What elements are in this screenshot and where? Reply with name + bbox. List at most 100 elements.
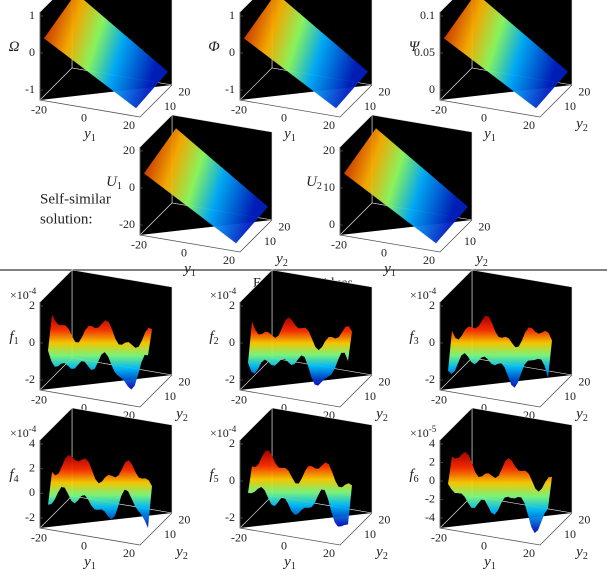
x-tick-label: 20 [523, 546, 535, 560]
z-label-sub: 2 [214, 336, 219, 347]
exponent-sup: -4 [29, 286, 37, 296]
z-label-base: Φ [208, 39, 220, 55]
y-label-sub: 2 [583, 551, 588, 562]
x-tick-label: -20 [331, 238, 347, 252]
z-tick-label: 1 [229, 8, 235, 22]
x-label-sub: 1 [391, 268, 396, 279]
y-tick-label: 20 [578, 512, 590, 526]
x-tick-label: -20 [131, 238, 147, 252]
y-tick-label: 10 [164, 389, 176, 403]
y-tick-label: 20 [178, 374, 190, 388]
x-label-sub: 1 [91, 561, 96, 572]
z-tick-label: 0 [429, 473, 435, 487]
y-label-sub: 2 [283, 258, 288, 269]
y-label: y2 [474, 251, 488, 269]
z-label: U1 [106, 174, 122, 192]
y-label-sub: 2 [583, 123, 588, 134]
z-tick-label: 4 [29, 436, 35, 450]
x-tick-label: 0 [281, 538, 287, 552]
z-label-base: Ψ [409, 39, 421, 55]
x-label: y1 [482, 126, 496, 144]
y-tick-label: 10 [364, 527, 376, 541]
y-tick-label: 10 [564, 527, 576, 541]
y-label-base: y [174, 406, 183, 422]
z-label: f3 [409, 329, 418, 347]
z-tick-label: 0 [229, 335, 235, 349]
y-tick-label: 20 [478, 219, 490, 233]
x-label: y1 [182, 261, 196, 279]
surface [448, 451, 552, 534]
z-tick-label: -1 [25, 82, 35, 96]
y-label-sub: 2 [183, 551, 188, 562]
y-label-base: y [574, 116, 583, 132]
exponent-sup: -5 [429, 424, 437, 434]
z-tick-label: 20 [123, 143, 135, 157]
z-label-sub: 1 [117, 181, 122, 192]
y-tick-label: 20 [378, 84, 390, 98]
y-label-base: y [174, 544, 183, 560]
x-tick-label: -20 [231, 393, 247, 407]
x-tick-label: -20 [231, 103, 247, 117]
y-label: y2 [574, 544, 588, 562]
x-label-base: y [182, 261, 191, 277]
y-label-sub: 2 [183, 413, 188, 424]
z-label-base: f [409, 329, 415, 345]
x-tick-label: -20 [431, 531, 447, 545]
z-label: f5 [209, 467, 218, 485]
z-tick-label: 0 [29, 485, 35, 499]
y-label-base: y [274, 251, 283, 267]
exponent-base: ×10 [210, 288, 229, 302]
x-tick-label: 0 [181, 245, 187, 259]
exponent-sup: -4 [29, 424, 37, 434]
z-label: Φ [208, 39, 220, 55]
x-tick-label: 0 [481, 110, 487, 124]
y-tick-label: 20 [278, 219, 290, 233]
axis-box [439, 12, 573, 118]
y-label: y2 [374, 406, 388, 424]
y-tick-label: 20 [178, 84, 190, 98]
y-label: y2 [574, 116, 588, 134]
z-tick-label: 0 [329, 217, 335, 231]
z-label: Ψ [409, 39, 421, 55]
x-label-base: y [82, 554, 91, 570]
z-tick-label: 0 [229, 473, 235, 487]
z-label-base: f [209, 329, 215, 345]
z-label-sub: 6 [414, 474, 419, 485]
y-tick-label: 20 [378, 512, 390, 526]
y-label-sub: 2 [383, 551, 388, 562]
panel: 20-2-200201020y1y2f1×10-4 [9, 269, 190, 434]
x-label-sub: 1 [291, 561, 296, 572]
exponent: ×10-4 [210, 286, 237, 302]
z-tick-label: 0.1 [420, 8, 435, 22]
z-tick-label: 0 [429, 82, 435, 96]
z-tick-label: -4 [425, 510, 435, 524]
z-label-base: f [209, 467, 215, 483]
y-label-base: y [374, 544, 383, 560]
x-tick-label: -20 [231, 531, 247, 545]
x-label: y1 [382, 261, 396, 279]
z-tick-label: -20 [119, 217, 135, 231]
surface [248, 317, 352, 386]
panel: 20-2-200201020y1y2f2×10-4 [209, 269, 390, 434]
surface [244, 0, 368, 109]
surface [144, 128, 268, 244]
z-label-base: Ω [9, 39, 20, 55]
axis-box [139, 147, 273, 253]
exponent-base: ×10 [10, 426, 29, 440]
y-tick-label: 20 [578, 84, 590, 98]
z-tick-label: 1 [29, 8, 35, 22]
x-label-base: y [382, 261, 391, 277]
x-label-base: y [482, 126, 491, 142]
z-tick-label: 2 [229, 298, 235, 312]
y-label-base: y [574, 544, 583, 560]
z-label-base: f [9, 329, 15, 345]
x-label: y1 [282, 554, 296, 572]
z-tick-label: 2 [429, 454, 435, 468]
surface [44, 0, 168, 109]
x-tick-label: 20 [123, 118, 135, 132]
